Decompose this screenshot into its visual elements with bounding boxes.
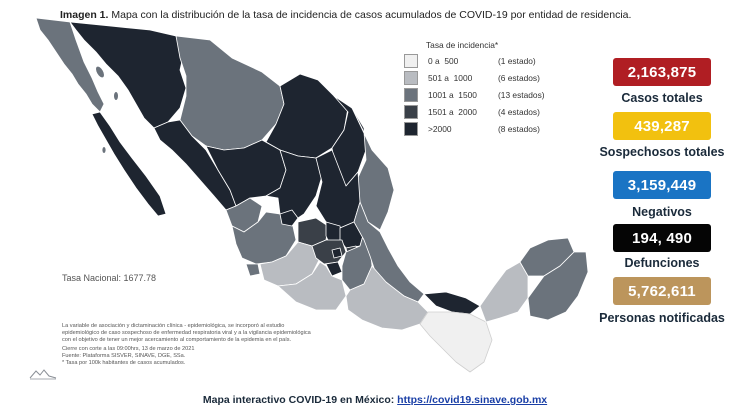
legend-count: (4 estados) <box>498 106 540 117</box>
legend-row: 0 a 500 (1 estado) <box>404 53 536 68</box>
state-aguascalientes[interactable] <box>279 209 299 227</box>
stat-label-defunciones: Defunciones <box>624 256 700 270</box>
footnote-line: con el objetivo de tener un mejor acerca… <box>62 337 292 343</box>
legend-swatch <box>404 104 418 119</box>
state-oaxaca[interactable] <box>345 265 429 331</box>
stat-label-sospechosos: Sospechosos totales <box>599 145 725 159</box>
footnote-line: La variable de asociación y dictaminació… <box>62 323 285 329</box>
stat-box-casos: 2,163,875 <box>613 58 711 86</box>
state-quintana-roo[interactable] <box>527 251 589 321</box>
legend-title: Tasa de incidencia* <box>426 40 499 50</box>
state-cdmx[interactable] <box>331 247 343 259</box>
footer: Mapa interactivo COVID-19 en México: htt… <box>0 394 750 406</box>
state-baja-california[interactable] <box>35 17 105 113</box>
logo-icon <box>29 369 57 380</box>
stat-label-notificadas: Personas notificadas <box>599 311 725 325</box>
footnote-line: Fuente: Plataforma SISVER, SINAVE, DGE, … <box>62 353 186 359</box>
legend-range: 501 a 1000 <box>428 72 473 83</box>
stat-box-negativos: 3,159,449 <box>613 171 711 199</box>
footnote-line: * Tasa por 100k habitantes de casos acum… <box>62 360 186 366</box>
legend-swatch <box>404 70 418 85</box>
figure-title: Imagen 1. Mapa con la distribución de la… <box>60 9 631 21</box>
legend-swatch <box>404 87 418 102</box>
state-coahuila[interactable] <box>265 73 349 159</box>
legend-range: 0 a 500 <box>428 55 459 66</box>
footnote-line: epidemiológico de caso sospechoso de enf… <box>62 330 311 336</box>
legend-row: >2000 (8 estados) <box>404 121 540 136</box>
state-baja-california-sur[interactable] <box>91 111 167 217</box>
legend-range: >2000 <box>428 123 452 134</box>
legend-range: 1501 a 2000 <box>428 106 477 117</box>
legend-row: 501 a 1000 (6 estados) <box>404 70 540 85</box>
stat-label-casos: Casos totales <box>621 91 703 105</box>
covid-map-link[interactable]: https://covid19.sinave.gob.mx <box>397 394 548 406</box>
legend-count: (13 estados) <box>498 89 545 100</box>
state-mexico[interactable] <box>311 239 347 265</box>
stat-box-defunciones: 194, 490 <box>613 224 711 252</box>
legend-range: 1001 a 1500 <box>428 89 477 100</box>
legend-count: (1 estado) <box>498 55 536 66</box>
state-colima[interactable] <box>245 263 261 277</box>
footnote-line: Cierre con corte a las 09:00hrs, 13 de m… <box>62 346 195 352</box>
footer-text: Mapa interactivo COVID-19 en México: <box>202 394 398 406</box>
state-jalisco[interactable] <box>231 211 297 265</box>
stat-label-negativos: Negativos <box>632 205 692 219</box>
islands <box>96 66 118 153</box>
legend-row: 1001 a 1500 (13 estados) <box>404 87 545 102</box>
figure-title-prefix: Imagen 1. <box>60 9 109 21</box>
national-rate: Tasa Nacional: 1677.78 <box>62 273 157 283</box>
mexico-map <box>35 17 589 373</box>
legend-count: (6 estados) <box>498 72 540 83</box>
legend-count: (8 estados) <box>498 123 540 134</box>
legend-swatch <box>404 121 418 136</box>
legend-swatch <box>404 53 418 68</box>
state-guerrero[interactable] <box>277 261 347 311</box>
stat-box-sospechosos: 439,287 <box>613 112 711 140</box>
legend-row: 1501 a 2000 (4 estados) <box>404 104 540 119</box>
state-chiapas[interactable] <box>419 311 493 373</box>
footnotes: La variable de asociación y dictaminació… <box>62 323 392 367</box>
state-campeche[interactable] <box>479 261 529 323</box>
state-tamaulipas[interactable] <box>351 107 395 231</box>
state-tabasco[interactable] <box>423 291 481 315</box>
figure-title-text: Mapa con la distribución de la tasa de i… <box>111 9 632 21</box>
stat-box-notificadas: 5,762,611 <box>613 277 711 305</box>
state-chihuahua[interactable] <box>175 35 285 151</box>
